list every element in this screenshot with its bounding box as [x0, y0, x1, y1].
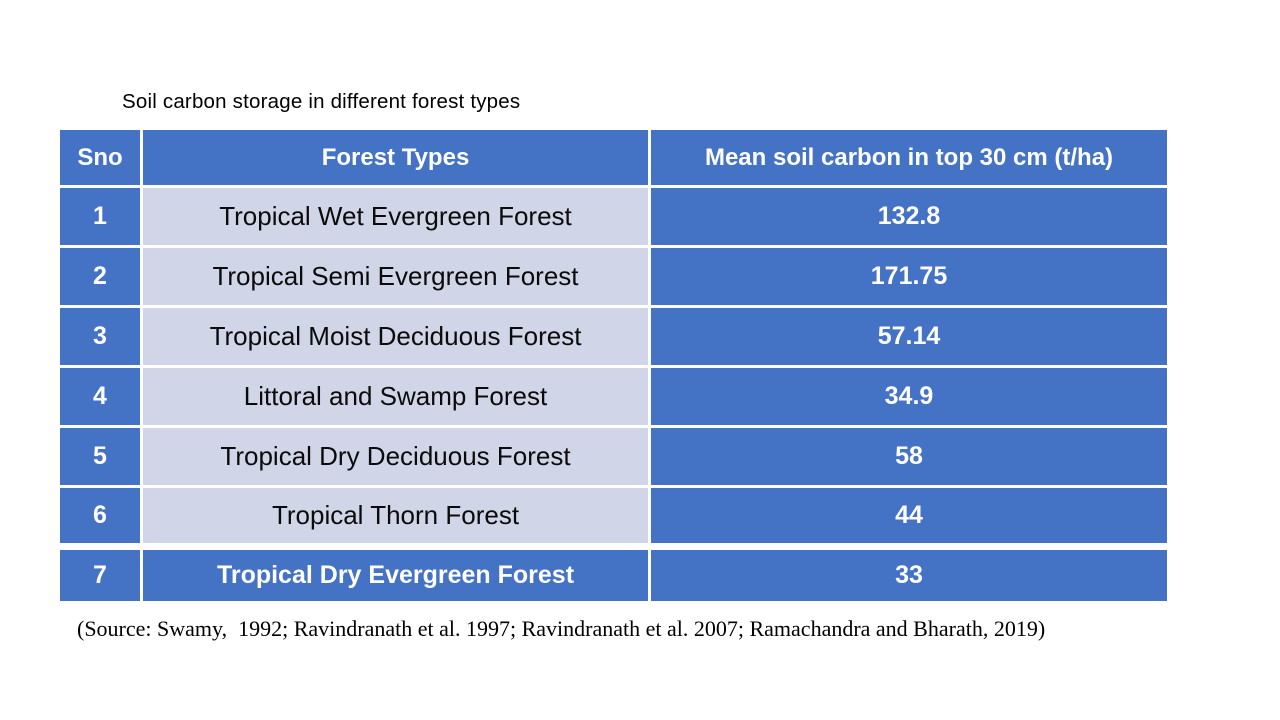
cell-sno: 4 [57, 365, 143, 428]
cell-sno: 1 [57, 185, 143, 248]
header-mean-soil-carbon: Mean soil carbon in top 30 cm (t/ha) [648, 127, 1170, 188]
soil-carbon-table-container: Sno Forest Types Mean soil carbon in top… [57, 127, 1170, 604]
cell-forest-type: Tropical Moist Deciduous Forest [140, 305, 651, 368]
cell-sno: 3 [57, 305, 143, 368]
cell-sno: 2 [57, 245, 143, 308]
cell-carbon-value: 57.14 [648, 305, 1170, 368]
soil-carbon-table: Sno Forest Types Mean soil carbon in top… [57, 127, 1170, 604]
header-forest-types: Forest Types [140, 127, 651, 188]
table-row: 4 Littoral and Swamp Forest 34.9 [57, 365, 1170, 428]
header-sno: Sno [57, 127, 143, 188]
table-header-row: Sno Forest Types Mean soil carbon in top… [57, 127, 1170, 188]
cell-forest-type: Tropical Dry Evergreen Forest [140, 543, 651, 604]
slide-title: Soil carbon storage in different forest … [122, 90, 521, 113]
cell-sno: 5 [57, 425, 143, 488]
table-row: 3 Tropical Moist Deciduous Forest 57.14 [57, 305, 1170, 368]
cell-carbon-value: 34.9 [648, 365, 1170, 428]
cell-forest-type: Tropical Semi Evergreen Forest [140, 245, 651, 308]
cell-forest-type: Tropical Wet Evergreen Forest [140, 185, 651, 248]
cell-carbon-value: 58 [648, 425, 1170, 488]
cell-sno: 7 [57, 543, 143, 604]
cell-carbon-value: 44 [648, 485, 1170, 548]
cell-carbon-value: 33 [648, 543, 1170, 604]
table-row: 2 Tropical Semi Evergreen Forest 171.75 [57, 245, 1170, 308]
cell-sno: 6 [57, 485, 143, 548]
cell-forest-type: Tropical Thorn Forest [140, 485, 651, 548]
table-row: 1 Tropical Wet Evergreen Forest 132.8 [57, 185, 1170, 248]
table-row: 5 Tropical Dry Deciduous Forest 58 [57, 425, 1170, 488]
cell-carbon-value: 132.8 [648, 185, 1170, 248]
table-row: 6 Tropical Thorn Forest 44 [57, 485, 1170, 548]
cell-carbon-value: 171.75 [648, 245, 1170, 308]
source-citation: (Source: Swamy, 1992; Ravindranath et al… [77, 616, 1046, 641]
table-row-last: 7 Tropical Dry Evergreen Forest 33 [57, 543, 1170, 604]
cell-forest-type: Tropical Dry Deciduous Forest [140, 425, 651, 488]
cell-forest-type: Littoral and Swamp Forest [140, 365, 651, 428]
